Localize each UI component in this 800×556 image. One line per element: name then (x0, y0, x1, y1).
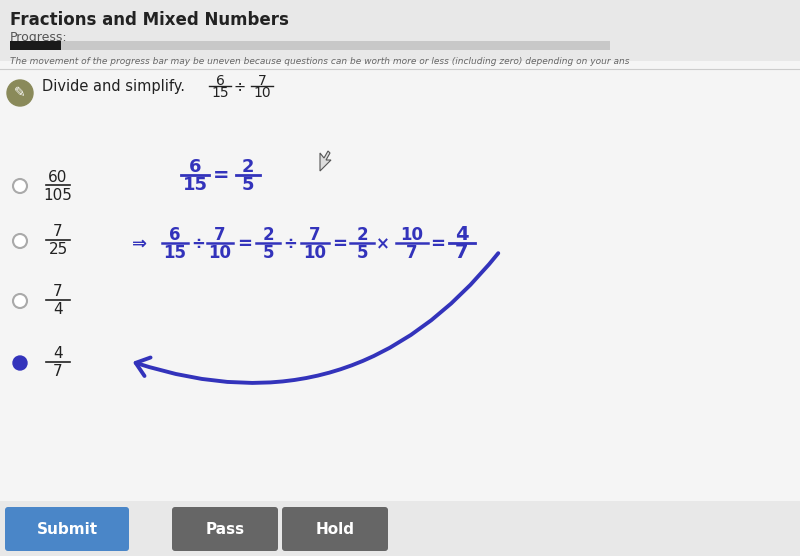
Text: 6: 6 (215, 74, 225, 88)
Text: ×: × (376, 235, 390, 253)
Text: Progress:: Progress: (10, 31, 68, 43)
Text: 60: 60 (48, 170, 68, 185)
Text: 5: 5 (262, 244, 274, 262)
FancyArrowPatch shape (136, 253, 498, 383)
Text: ÷: ÷ (234, 80, 246, 95)
Text: Fractions and Mixed Numbers: Fractions and Mixed Numbers (10, 11, 289, 29)
Text: 105: 105 (43, 187, 73, 202)
Text: 10: 10 (303, 244, 326, 262)
Text: 2: 2 (262, 226, 274, 244)
Text: =: = (333, 235, 347, 253)
Circle shape (13, 356, 27, 370)
Text: 10: 10 (253, 86, 271, 100)
Text: 5: 5 (242, 176, 254, 194)
Text: ⇒: ⇒ (133, 235, 147, 253)
FancyBboxPatch shape (5, 507, 129, 551)
Text: ÷: ÷ (191, 235, 205, 253)
Text: 7: 7 (455, 244, 469, 262)
Text: 5: 5 (356, 244, 368, 262)
Text: =: = (430, 235, 446, 253)
Text: 4: 4 (455, 226, 469, 245)
FancyBboxPatch shape (282, 507, 388, 551)
Text: 7: 7 (53, 365, 63, 380)
Text: 7: 7 (53, 285, 63, 300)
Text: 7: 7 (406, 244, 418, 262)
Text: 10: 10 (209, 244, 231, 262)
Text: =: = (238, 235, 253, 253)
Text: 10: 10 (401, 226, 423, 244)
Text: ✎: ✎ (14, 86, 26, 100)
Text: 6: 6 (189, 158, 202, 176)
Text: 4: 4 (53, 346, 63, 361)
Circle shape (7, 80, 33, 106)
Text: =: = (213, 166, 230, 186)
Text: 2: 2 (356, 226, 368, 244)
Text: Divide and simplify.: Divide and simplify. (42, 78, 185, 93)
Text: 7: 7 (214, 226, 226, 244)
Text: 4: 4 (53, 302, 63, 317)
FancyBboxPatch shape (172, 507, 278, 551)
Polygon shape (320, 151, 331, 171)
FancyBboxPatch shape (10, 41, 610, 50)
Text: 15: 15 (211, 86, 229, 100)
FancyBboxPatch shape (10, 41, 61, 50)
Text: 25: 25 (48, 242, 68, 257)
Text: The movement of the progress bar may be uneven because questions can be worth mo: The movement of the progress bar may be … (10, 57, 630, 67)
Circle shape (13, 234, 27, 248)
Circle shape (13, 294, 27, 308)
Text: Submit: Submit (37, 522, 98, 537)
Text: 2: 2 (242, 158, 254, 176)
Text: 7: 7 (309, 226, 321, 244)
Text: 15: 15 (163, 244, 186, 262)
Text: 7: 7 (258, 74, 266, 88)
Text: 7: 7 (53, 225, 63, 240)
Text: Hold: Hold (315, 522, 354, 537)
Text: Pass: Pass (206, 522, 245, 537)
Text: 15: 15 (182, 176, 207, 194)
Text: ÷: ÷ (283, 235, 297, 253)
Text: 6: 6 (170, 226, 181, 244)
Circle shape (13, 179, 27, 193)
FancyBboxPatch shape (0, 61, 800, 501)
